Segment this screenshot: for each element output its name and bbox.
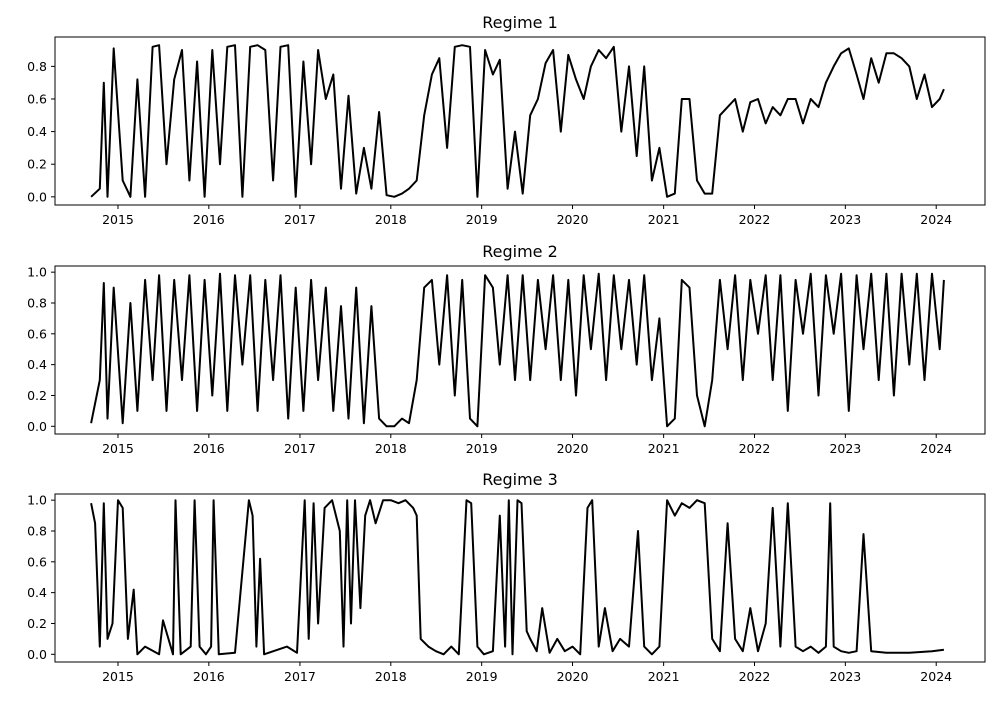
y-tick-label: 0.0 bbox=[27, 189, 47, 204]
x-tick-label: 2024 bbox=[920, 212, 952, 227]
y-tick-label: 0.0 bbox=[27, 647, 47, 662]
y-tick-label: 1.0 bbox=[27, 265, 47, 280]
series-line-1 bbox=[90, 499, 945, 656]
x-tick-label: 2024 bbox=[920, 441, 952, 456]
y-tick-label: 0.4 bbox=[27, 124, 47, 139]
x-tick-label: 2016 bbox=[193, 441, 225, 456]
x-tick-label: 2022 bbox=[739, 441, 771, 456]
x-tick-label: 2024 bbox=[920, 669, 952, 684]
x-tick-label: 2022 bbox=[739, 212, 771, 227]
y-tick-label: 0.2 bbox=[27, 616, 47, 631]
y-tick-label: 0.0 bbox=[27, 419, 47, 434]
y-tick-label: 0.8 bbox=[27, 59, 47, 74]
x-tick-label: 2015 bbox=[102, 669, 134, 684]
y-tick-label: 0.2 bbox=[27, 157, 47, 172]
y-tick-label: 0.8 bbox=[27, 523, 47, 538]
subplot-regime-3: Regime 3 2015 2016 2017 2018 2019 2020 2021 2022… bbox=[27, 470, 986, 684]
y-tick-label: 0.2 bbox=[27, 388, 47, 403]
x-tick-label: 2015 bbox=[102, 212, 134, 227]
x-tick-label: 2021 bbox=[648, 669, 680, 684]
x-tick-label: 2022 bbox=[739, 669, 771, 684]
subplot-regime-2: Regime 2 2015 2016 2017 2018 2019 2020 2021 2022… bbox=[27, 242, 986, 456]
x-tick-label: 2020 bbox=[557, 441, 589, 456]
axes-frame bbox=[54, 493, 986, 663]
x-tick-label: 2019 bbox=[466, 669, 498, 684]
x-tick-label: 2018 bbox=[375, 441, 407, 456]
y-tick-label: 0.4 bbox=[27, 357, 47, 372]
subplot-title: Regime 2 bbox=[482, 242, 558, 261]
x-tick-label: 2019 bbox=[466, 212, 498, 227]
x-tick-label: 2023 bbox=[829, 212, 861, 227]
y-tick-label: 0.4 bbox=[27, 585, 47, 600]
series-line-1 bbox=[90, 272, 945, 428]
subplot-title: Regime 3 bbox=[482, 470, 558, 489]
y-tick-label: 1.0 bbox=[27, 493, 47, 508]
y-tick-label: 0.6 bbox=[27, 91, 47, 106]
axes-frame bbox=[54, 36, 986, 206]
x-tick-label: 2023 bbox=[829, 669, 861, 684]
x-tick-label: 2016 bbox=[193, 669, 225, 684]
x-tick-label: 2019 bbox=[466, 441, 498, 456]
x-tick-label: 2021 bbox=[648, 441, 680, 456]
x-tick-label: 2018 bbox=[375, 669, 407, 684]
x-tick-label: 2023 bbox=[829, 441, 861, 456]
x-tick-label: 2020 bbox=[557, 212, 589, 227]
x-tick-label: 2016 bbox=[193, 212, 225, 227]
x-tick-label: 2018 bbox=[375, 212, 407, 227]
x-tick-label: 2017 bbox=[284, 669, 316, 684]
y-tick-label: 0.8 bbox=[27, 295, 47, 310]
subplot-title: Regime 1 bbox=[482, 13, 558, 32]
x-tick-label: 2015 bbox=[102, 441, 134, 456]
series-line-1 bbox=[90, 44, 945, 198]
x-tick-label: 2017 bbox=[284, 441, 316, 456]
x-tick-label: 2020 bbox=[557, 669, 589, 684]
x-tick-label: 2017 bbox=[284, 212, 316, 227]
x-tick-label: 2021 bbox=[648, 212, 680, 227]
y-tick-label: 0.6 bbox=[27, 554, 47, 569]
y-tick-label: 0.6 bbox=[27, 326, 47, 341]
axes-frame bbox=[54, 265, 986, 435]
subplot-regime-1: Regime 1 2015 2016 2017 2018 2019 2020 2021 2022… bbox=[27, 13, 986, 227]
